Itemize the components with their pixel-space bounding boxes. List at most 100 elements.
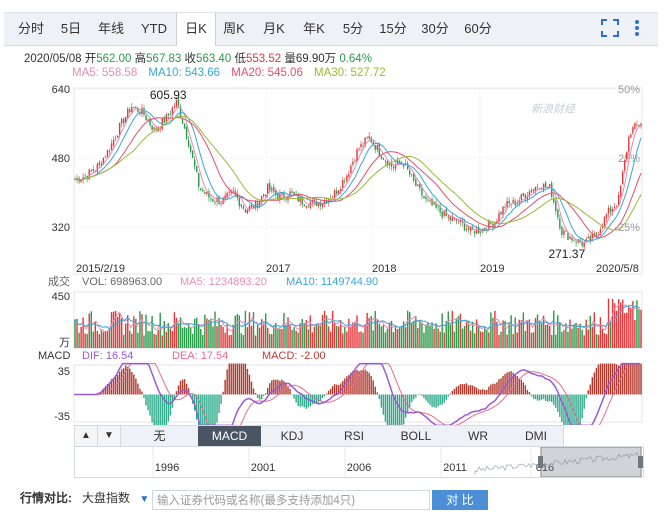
candle-body (409, 170, 411, 175)
volume-bar (191, 333, 194, 348)
macd-histogram-bar (581, 394, 583, 419)
macd-histogram-bar (112, 378, 115, 395)
candle-body (147, 119, 149, 121)
macd-histogram-bar (350, 372, 352, 395)
volume-bar (236, 314, 239, 348)
macd-histogram-bar (218, 394, 220, 413)
tab-11[interactable]: 60分 (464, 21, 492, 36)
candle-body (583, 242, 585, 248)
tab-8[interactable]: 5分 (342, 21, 364, 36)
tab-0[interactable]: 分时 (17, 21, 44, 36)
tab-4[interactable]: 日K (176, 13, 216, 46)
macd-histogram-bar (289, 389, 291, 395)
scroll-down-button[interactable]: ▼ (97, 425, 121, 447)
macd-histogram-bar (175, 391, 178, 395)
volume-bar (449, 324, 452, 348)
volume-bar (557, 315, 559, 348)
volume-bar (224, 332, 226, 348)
volume-bar (559, 322, 561, 348)
candle-body (534, 187, 537, 192)
candle-body (133, 107, 135, 108)
macd-histogram-bar (425, 394, 427, 401)
candle-body (619, 185, 622, 196)
fullscreen-icon[interactable] (601, 19, 619, 37)
macd-histogram-bar (638, 363, 640, 395)
tab-3[interactable]: YTD (141, 21, 167, 36)
macd-histogram-bar (285, 384, 287, 395)
tab-5[interactable]: 周K (223, 21, 245, 36)
volume-bar (396, 329, 399, 348)
macd-histogram-bar (220, 394, 222, 404)
volume-bar (319, 325, 322, 348)
compare-button[interactable]: 对 比 (432, 490, 488, 510)
tab-7[interactable]: 年K (303, 21, 325, 36)
indicator-0[interactable]: 无 (153, 429, 166, 443)
kline-chart[interactable]: 64048032050%25%-25%新浪财经605.93271.372015/… (0, 80, 665, 425)
candle-body (173, 106, 176, 108)
volume-bar (183, 326, 186, 348)
macd-histogram-bar (198, 394, 200, 425)
macd-histogram-bar (110, 379, 113, 395)
volume-bar (149, 331, 151, 348)
indicator-4[interactable]: BOLL (400, 429, 432, 443)
volume-bar (415, 316, 417, 348)
macd-histogram-bar (524, 385, 527, 395)
volume-bar (230, 334, 232, 348)
volume-bar (546, 324, 549, 348)
volume-bar (338, 326, 340, 348)
tab-9[interactable]: 15分 (379, 21, 407, 36)
macd-histogram-bar (467, 385, 470, 395)
volume-bar (463, 326, 466, 348)
tab-6[interactable]: 月K (263, 21, 285, 36)
candle-body (360, 143, 362, 148)
scroll-up-button[interactable]: ▲ (74, 425, 98, 447)
volume-bar (277, 328, 279, 348)
index-select[interactable]: 大盘指数 ▼ (82, 489, 149, 506)
indicator-2[interactable]: KDJ (280, 429, 304, 443)
macd-histogram-bar (181, 379, 184, 395)
tab-2[interactable]: 年线 (97, 21, 124, 36)
volume-bar (609, 321, 612, 348)
macd-histogram-bar (384, 394, 387, 422)
volume-bar (196, 317, 198, 348)
volume-bar (603, 333, 606, 348)
candle-body (555, 200, 557, 212)
candle-body (301, 196, 303, 205)
volume-bar (358, 332, 360, 348)
navigator-year-label: 2011 (443, 462, 467, 474)
more-menu-icon[interactable] (632, 18, 642, 38)
volume-bar (392, 332, 395, 348)
macd-histogram-bar (252, 388, 255, 395)
macd-histogram-bar (344, 378, 346, 395)
indicator-6[interactable]: DMI (525, 429, 547, 443)
indicator-5[interactable]: WR (468, 429, 488, 443)
candle-body (277, 193, 279, 200)
volume-bar (461, 328, 464, 348)
tab-1[interactable]: 5日 (60, 21, 82, 36)
macd-histogram-bar (260, 394, 263, 400)
indicator-3[interactable]: RSI (343, 429, 364, 443)
volume-bar (390, 320, 393, 348)
indicator-1[interactable]: MACD (198, 426, 261, 446)
tab-10[interactable]: 30分 (421, 21, 449, 36)
security-search-input[interactable]: 输入证券代码或名称(最多支持添加4只) (152, 490, 430, 510)
candle-body (80, 179, 82, 183)
macd-histogram-bar (323, 394, 326, 397)
macd-histogram-bar (185, 383, 188, 395)
navigator-handle-right (638, 456, 643, 468)
candle-body (191, 150, 194, 158)
volume-bar (589, 315, 591, 348)
candle-body (214, 202, 216, 204)
range-navigator[interactable]: 1996200120062011016 (74, 446, 644, 478)
macd-histogram-bar (108, 382, 111, 395)
candle-body (419, 183, 421, 189)
volume-bar (295, 330, 297, 348)
period-tab-bar: 分时 5日 年线 YTD 日K 周K 月K 年K 5分 15分 30分 60分 (4, 12, 658, 46)
quote-date: 2020/05/08 (24, 53, 82, 65)
macd-histogram-bar (346, 376, 348, 395)
volume-bar (398, 326, 401, 348)
macd-histogram-bar (135, 378, 137, 395)
volume-bar (92, 331, 94, 348)
volume-bar (376, 319, 378, 348)
navigator-year-label: 2006 (347, 462, 371, 474)
